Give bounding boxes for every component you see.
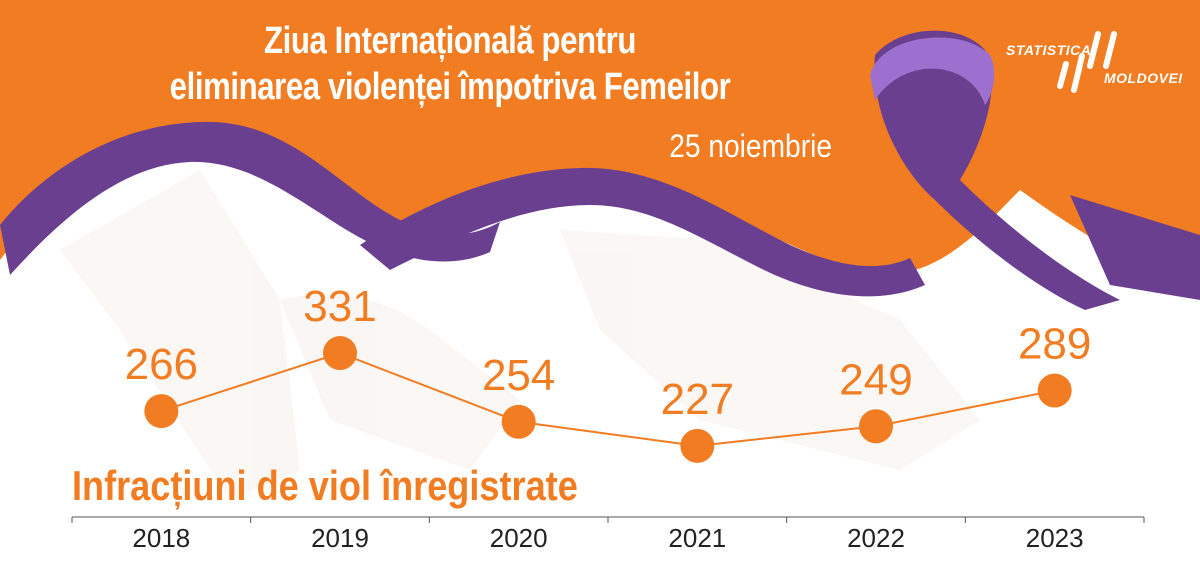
data-point-2023	[1037, 373, 1072, 408]
chart-x-axis: 2018 2019 2020 2021 2022 2023	[71, 516, 1145, 553]
data-point-2020	[501, 404, 536, 439]
data-label-2020: 254	[482, 351, 555, 400]
data-point-2018	[144, 394, 179, 429]
data-point-2021	[680, 428, 715, 463]
logo-text-line1: STATISTICA	[1006, 42, 1092, 58]
data-label-2023: 289	[1018, 320, 1091, 369]
data-label-2022: 249	[839, 355, 912, 404]
x-tick-label-2022: 2022	[847, 523, 905, 553]
logo-text-line2: MOLDOVEI	[1104, 70, 1183, 86]
x-tick-label-2019: 2019	[311, 523, 369, 553]
purple-ribbon-tail-right	[1070, 195, 1200, 300]
purple-ribbon-middle	[360, 167, 925, 297]
statistica-moldovei-logo: STATISTICA MOLDOVEI	[1000, 26, 1182, 100]
data-label-2021: 227	[661, 375, 734, 424]
data-label-2019: 331	[303, 282, 376, 331]
data-label-2018: 266	[125, 340, 198, 389]
purple-ribbon-highlight	[870, 37, 995, 105]
data-point-2022	[859, 409, 893, 444]
purple-ribbon-loop	[874, 30, 1120, 310]
chart-line-layer	[161, 351, 1055, 447]
x-tick-label-2018: 2018	[132, 523, 190, 553]
header-date: 25 noiembrie	[669, 128, 832, 164]
data-point-2019	[323, 336, 357, 371]
header-title-line1: Ziua Internațională pentru	[264, 20, 636, 62]
series-line	[161, 351, 1055, 447]
x-tick-label-2020: 2020	[490, 523, 548, 553]
header-title-line2: eliminarea violenței împotriva Femeilor	[169, 66, 731, 108]
chart-data-labels-layer: 266 331 254 227 249 289	[125, 282, 1092, 424]
chart-points-layer	[144, 336, 1072, 463]
logo-bars-icon	[1057, 31, 1117, 93]
chart-title: Infracțiuni de viol înregistrate	[72, 462, 578, 509]
x-tick-label-2023: 2023	[1026, 523, 1084, 553]
x-tick-label-2021: 2021	[668, 523, 726, 553]
header-title: Ziua Internațională pentru eliminarea vi…	[60, 18, 840, 110]
